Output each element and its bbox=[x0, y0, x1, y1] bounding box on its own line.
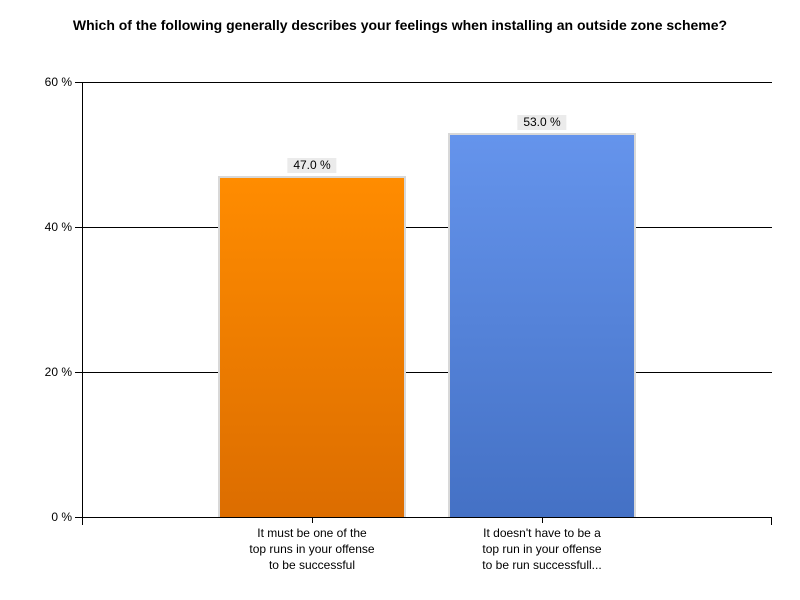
gridline-20-percent bbox=[82, 372, 772, 373]
gridline-60-percent bbox=[82, 82, 772, 83]
y-axis-tick bbox=[75, 517, 82, 518]
y-axis-tick bbox=[75, 372, 82, 373]
x-axis-tick bbox=[312, 517, 313, 523]
gridline-40-percent bbox=[82, 227, 772, 228]
chart-title: Which of the following generally describ… bbox=[72, 17, 728, 33]
y-axis-tick-label: 40 % bbox=[44, 220, 72, 234]
y-axis-tick-label: 20 % bbox=[44, 365, 72, 379]
bar-2 bbox=[448, 133, 636, 517]
y-axis-line bbox=[82, 82, 83, 525]
y-axis-tick bbox=[75, 82, 82, 83]
x-axis-end-tick bbox=[771, 517, 772, 525]
gridline-0-percent bbox=[82, 517, 772, 518]
x-axis-tick bbox=[542, 517, 543, 523]
bar-value-label: 53.0 % bbox=[517, 115, 567, 130]
bar-1 bbox=[218, 176, 406, 517]
category-label: It doesn't have to be a top run in your … bbox=[482, 526, 602, 572]
y-axis-tick-label: 60 % bbox=[44, 75, 72, 89]
plot-area: 47.0 % It must be one of the top runs in … bbox=[75, 82, 772, 572]
y-axis-tick bbox=[75, 227, 82, 228]
y-axis-tick-label: 0 % bbox=[51, 510, 72, 524]
category-label: It must be one of the top runs in your o… bbox=[249, 526, 375, 572]
bar-value-label: 47.0 % bbox=[287, 158, 337, 173]
